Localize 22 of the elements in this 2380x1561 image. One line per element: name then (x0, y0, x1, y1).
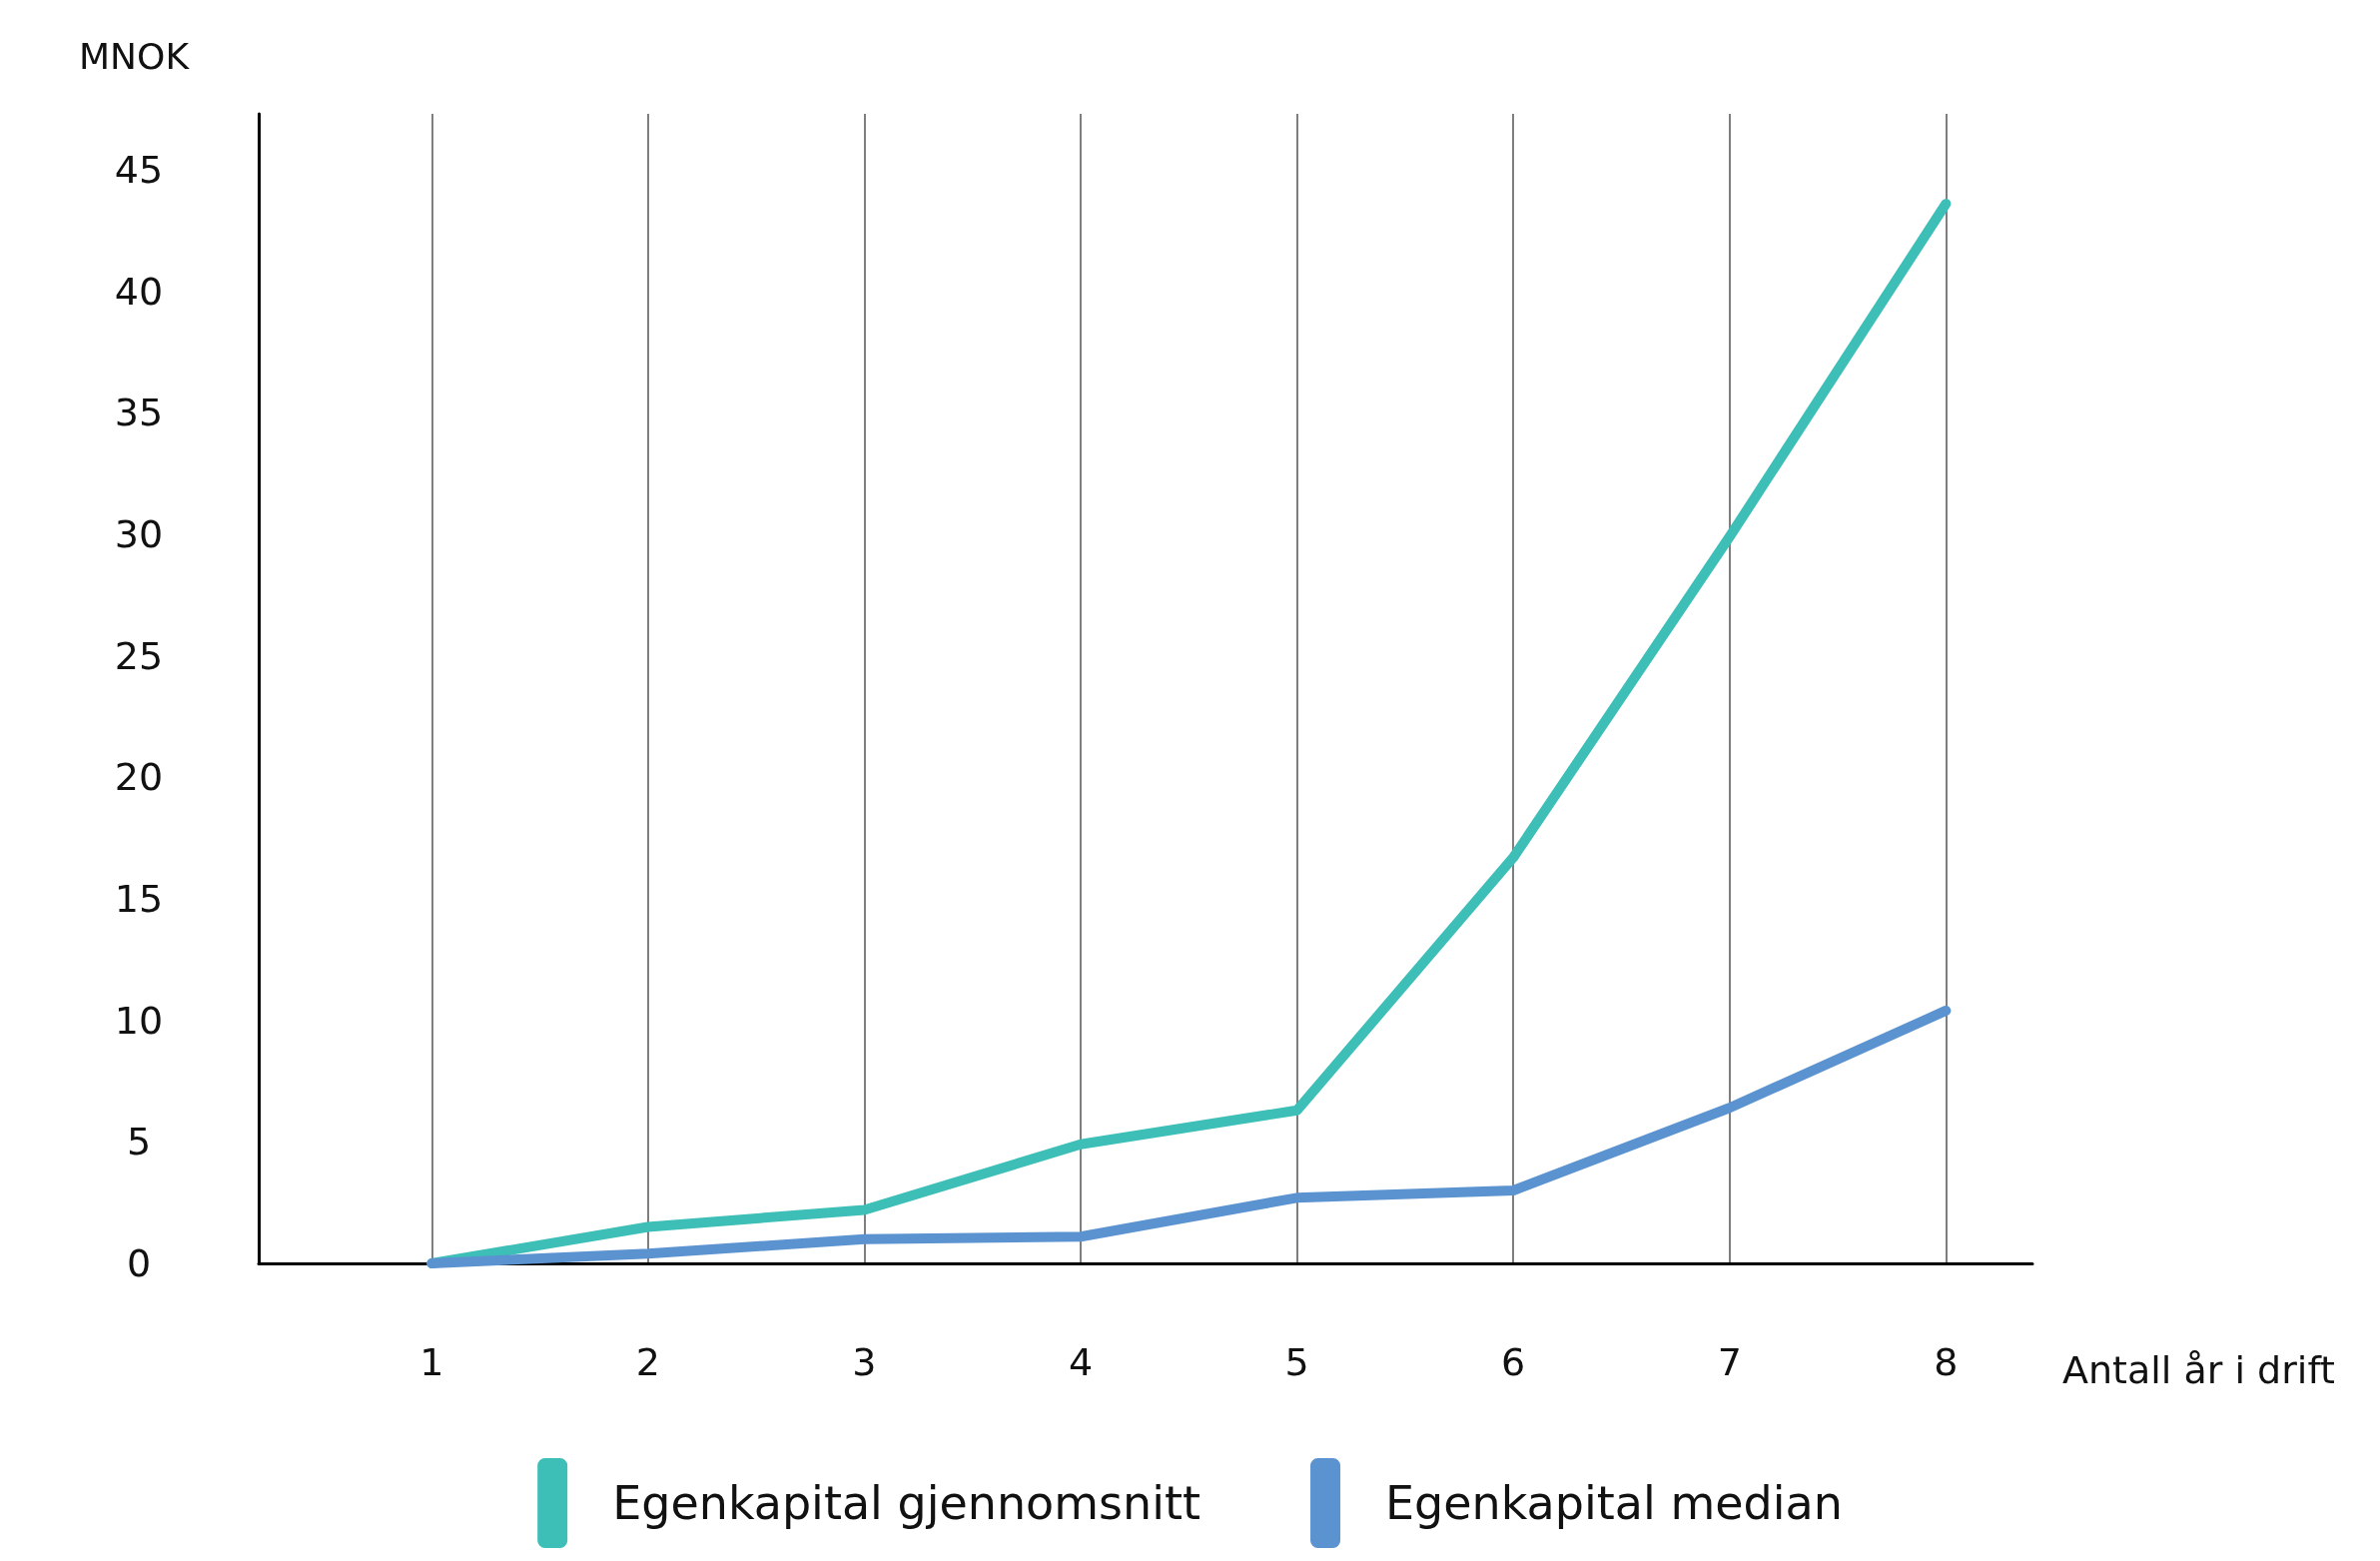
y-tick-label: 30 (114, 511, 164, 556)
y-tick-label: 15 (114, 876, 164, 921)
x-tick-label: 4 (1068, 1340, 1094, 1384)
x-tick-label: 7 (1717, 1340, 1742, 1384)
x-tick-label: 5 (1284, 1340, 1309, 1384)
x-tick-label: 1 (419, 1340, 444, 1384)
y-tick-label: 0 (126, 1241, 152, 1285)
x-tick-label: 2 (635, 1340, 660, 1384)
x-tick-label: 8 (1934, 1340, 1959, 1384)
y-axis-title: MNOK (79, 35, 191, 77)
y-tick-label: 10 (114, 998, 164, 1043)
x-axis-title: Antall år i drift (2062, 1348, 2335, 1392)
y-tick-label: 20 (114, 755, 164, 800)
y-tick-label: 35 (114, 390, 164, 435)
y-tick-label: 40 (114, 269, 164, 314)
x-tick-label: 6 (1501, 1340, 1526, 1384)
legend-label: Egenkapital median (1385, 1476, 1843, 1530)
legend-label: Egenkapital gjennomsnitt (612, 1476, 1201, 1530)
y-tick-label: 5 (126, 1120, 152, 1165)
y-tick-label: 45 (114, 147, 164, 192)
x-tick-label: 3 (852, 1340, 877, 1384)
y-tick-label: 25 (114, 633, 164, 678)
